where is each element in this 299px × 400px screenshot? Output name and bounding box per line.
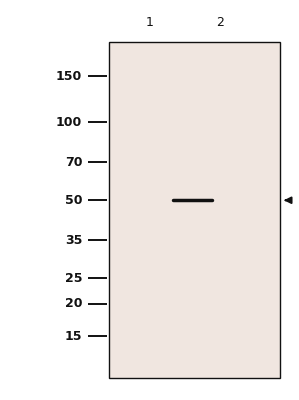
- Text: 100: 100: [56, 116, 82, 128]
- Text: 15: 15: [65, 330, 82, 342]
- Text: 150: 150: [56, 70, 82, 83]
- Text: 50: 50: [65, 194, 82, 207]
- Text: 25: 25: [65, 272, 82, 285]
- Text: 2: 2: [216, 16, 224, 28]
- Text: 1: 1: [146, 16, 153, 28]
- Text: 20: 20: [65, 297, 82, 310]
- Bar: [109, 42, 280, 378]
- Text: 70: 70: [65, 156, 82, 169]
- Text: 35: 35: [65, 234, 82, 247]
